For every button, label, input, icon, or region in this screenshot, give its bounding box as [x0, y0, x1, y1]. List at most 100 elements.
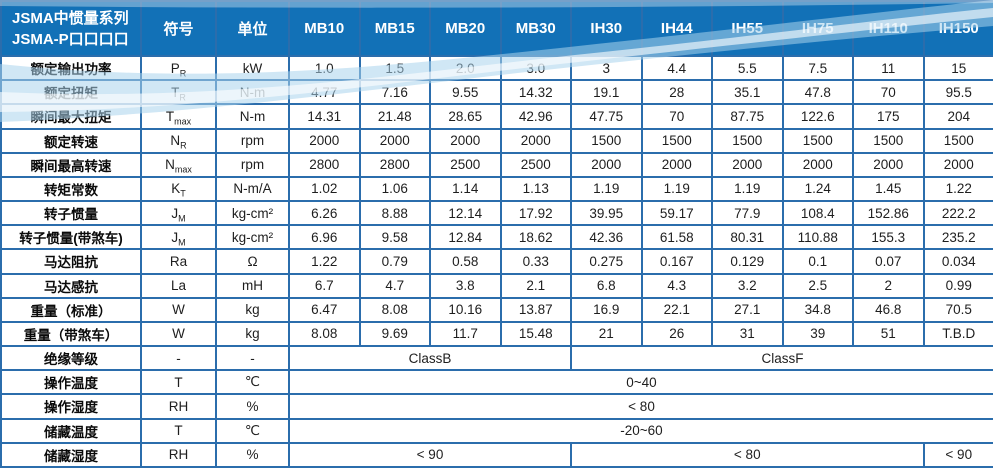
row-label: 储藏温度	[0, 417, 142, 444]
value-cell: 1.0	[288, 54, 361, 82]
row-label: 额定输出功率	[0, 54, 142, 82]
value-cell: 70	[640, 103, 713, 130]
value-cell: 51	[852, 320, 925, 348]
row-unit: kg-cm²	[215, 200, 290, 227]
value-cell: 2000	[922, 151, 993, 178]
table-title-line2: JSMA-P口口口口	[12, 30, 129, 48]
row-symbol: PR	[140, 54, 217, 82]
value-cell: 108.4	[781, 200, 854, 227]
table-row: 额定输出功率 PR kW 1.0 1.5 2.0 3.0 3 4.4 5.5 7.5 11 15	[0, 54, 993, 82]
value-cell: 1.14	[429, 175, 502, 203]
value-cell: 21	[570, 320, 643, 348]
value-cell: 2000	[852, 151, 925, 178]
value-cell: 95.5	[922, 79, 993, 106]
value-cell: 7.16	[358, 79, 431, 106]
value-cell: 0.79	[358, 248, 431, 275]
value-cell: 6.7	[288, 272, 361, 299]
value-cell: 1.06	[358, 175, 431, 203]
value-cell: 80.31	[711, 224, 784, 251]
row-unit: mH	[215, 272, 290, 299]
table-row: 转矩常数 KT N-m/A 1.02 1.06 1.14 1.13 1.19 1.19 1.19 1…	[0, 175, 993, 203]
col-header-mb20: MB20	[429, 0, 502, 57]
col-header-mb15: MB15	[358, 0, 431, 57]
col-header-ih30: IH30	[570, 0, 643, 57]
value-cell: 2	[852, 272, 925, 299]
value-cell: 2800	[358, 151, 431, 178]
value-cell: 175	[852, 103, 925, 130]
table-row: 转子惯量 JM kg-cm² 6.26 8.88 12.14 17.92 39.95 59.17…	[0, 200, 993, 227]
row-unit: rpm	[215, 151, 290, 178]
value-cell: 19.1	[570, 79, 643, 106]
value-cell: 1500	[711, 127, 784, 154]
value-cell: 0.33	[499, 248, 572, 275]
value-cell: 6.47	[288, 296, 361, 323]
value-cell: 8.08	[358, 296, 431, 323]
value-cell: 0.034	[922, 248, 993, 275]
value-cell: 1500	[922, 127, 993, 154]
row-symbol: JM	[140, 224, 217, 251]
value-cell: 14.32	[499, 79, 572, 106]
value-cell: 0.99	[922, 272, 993, 299]
row-label: 额定转速	[0, 127, 142, 154]
value-cell: 2500	[499, 151, 572, 178]
table-row: 额定扭矩 TR N-m 4.77 7.16 9.55 14.32 19.1 28 35.1 47.8…	[0, 79, 993, 106]
value-cell: 0.58	[429, 248, 502, 275]
value-cell: 9.58	[358, 224, 431, 251]
row-symbol-subscript: max	[174, 164, 192, 175]
span-value-cell: ClassF	[570, 345, 993, 372]
value-cell: 2000	[499, 127, 572, 154]
value-cell: 6.8	[570, 272, 643, 299]
value-cell: 4.7	[358, 272, 431, 299]
value-cell: 6.96	[288, 224, 361, 251]
value-cell: 122.6	[781, 103, 854, 130]
value-cell: 6.26	[288, 200, 361, 227]
row-label: 转矩常数	[0, 175, 142, 203]
value-cell: 3.2	[711, 272, 784, 299]
value-cell: 4.4	[640, 54, 713, 82]
value-cell: 11	[852, 54, 925, 82]
row-unit: N-m	[215, 103, 290, 130]
value-cell: 4.3	[640, 272, 713, 299]
value-cell: 1500	[640, 127, 713, 154]
value-cell: T.B.D	[922, 320, 993, 348]
value-cell: 15	[922, 54, 993, 82]
col-header-ih55: IH55	[711, 0, 784, 57]
value-cell: 47.75	[570, 103, 643, 130]
row-unit: kW	[215, 54, 290, 82]
row-symbol: RH	[140, 393, 217, 420]
row-label: 重量（标准）	[0, 296, 142, 323]
table-row: 马达阻抗 Ra Ω 1.22 0.79 0.58 0.33 0.275 0.167 0.129 0.…	[0, 248, 993, 275]
table-row: 马达感抗 La mH 6.7 4.7 3.8 2.1 6.8 4.3 3.2 2.5 2 0.99	[0, 272, 993, 299]
row-symbol-subscript: T	[180, 189, 186, 200]
value-cell: 35.1	[711, 79, 784, 106]
row-label: 马达感抗	[0, 272, 142, 299]
value-cell: 1500	[570, 127, 643, 154]
value-cell: 27.1	[711, 296, 784, 323]
value-cell: 15.48	[499, 320, 572, 348]
row-symbol: W	[140, 296, 217, 323]
value-cell: 11.7	[429, 320, 502, 348]
table-row: 储藏湿度 RH% < 90 < 80 < 90	[0, 441, 993, 468]
row-label: 操作温度	[0, 369, 142, 396]
value-cell: 77.9	[711, 200, 784, 227]
value-cell: 17.92	[499, 200, 572, 227]
row-unit: kg	[215, 296, 290, 323]
col-header-ih110: IH110	[852, 0, 925, 57]
span-value-cell: < 90	[922, 441, 993, 468]
row-label: 转子惯量	[0, 200, 142, 227]
row-symbol: JM	[140, 200, 217, 227]
value-cell: 7.5	[781, 54, 854, 82]
row-unit: %	[215, 393, 290, 420]
value-cell: 13.87	[499, 296, 572, 323]
row-symbol: La	[140, 272, 217, 299]
row-unit: %	[215, 441, 290, 468]
table-row: 瞬间最大扭矩 Tmax N-m 14.31 21.48 28.65 42.96 47.75 70…	[0, 103, 993, 130]
value-cell: 2.1	[499, 272, 572, 299]
value-cell: 34.8	[781, 296, 854, 323]
row-symbol-subscript: R	[180, 140, 187, 151]
row-symbol-subscript: R	[179, 68, 187, 79]
row-symbol-subscript: R	[179, 92, 186, 103]
